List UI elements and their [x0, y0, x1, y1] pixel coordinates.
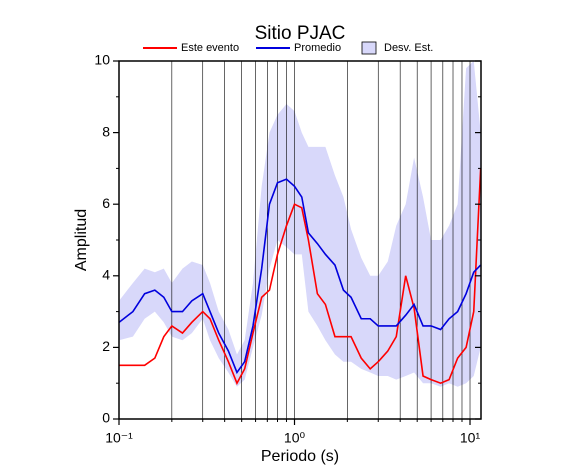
legend-swatch [361, 41, 377, 55]
chart-title: Sitio PJAC [255, 23, 346, 44]
x-tick-label: 10⁻¹ [105, 430, 133, 446]
y-tick-label: 4 [102, 267, 110, 283]
data-line [118, 178, 482, 375]
legend-label: Promedio [294, 42, 341, 54]
y-tick-label: 6 [102, 195, 110, 211]
legend-label: Este evento [181, 42, 239, 54]
y-tick-label: 2 [102, 338, 110, 354]
legend-label: Desv. Est. [384, 42, 433, 54]
x-tick-label: 10⁰ [284, 430, 306, 446]
y-axis-label: Amplitud [73, 209, 90, 271]
y-tick-label: 8 [102, 123, 110, 139]
data-line [119, 168, 482, 386]
x-tick-label: 10¹ [460, 430, 481, 446]
std-band [119, 61, 481, 387]
x-axis-label: Periodo (s) [261, 448, 339, 465]
y-tick-label: 10 [94, 52, 110, 68]
y-tick-label: 0 [102, 410, 110, 426]
